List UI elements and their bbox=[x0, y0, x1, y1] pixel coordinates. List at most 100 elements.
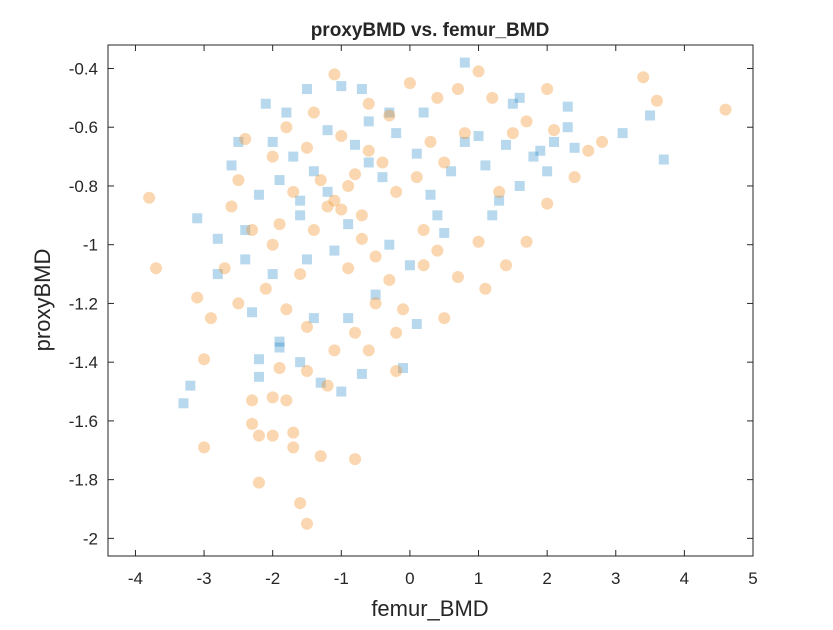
circle-point bbox=[390, 364, 403, 377]
circle-point bbox=[300, 517, 313, 530]
circle-point bbox=[314, 450, 327, 463]
circle-point bbox=[349, 168, 362, 181]
circle-point bbox=[637, 71, 650, 84]
circle-point bbox=[266, 150, 279, 163]
circle-point bbox=[321, 379, 334, 392]
square-point bbox=[281, 107, 292, 118]
x-tick-label: 0 bbox=[405, 569, 414, 588]
y-ticks: -2 -1.8 -1.6 -1.4 -1.2 -1 -0.8 -0.6 -0.4 bbox=[69, 59, 753, 548]
circle-point bbox=[307, 106, 320, 119]
circle-point bbox=[204, 312, 217, 325]
square-point bbox=[253, 189, 264, 200]
square-point bbox=[473, 131, 484, 142]
square-point bbox=[240, 225, 251, 236]
square-point bbox=[658, 154, 669, 165]
square-point bbox=[569, 142, 580, 153]
circle-point bbox=[266, 429, 279, 442]
markers-layer bbox=[143, 57, 732, 530]
square-point bbox=[267, 136, 278, 147]
circle-point bbox=[198, 353, 211, 366]
square-point bbox=[487, 210, 498, 221]
square-point bbox=[514, 92, 525, 103]
y-axis-label: proxyBMD bbox=[30, 249, 55, 352]
circle-point bbox=[252, 476, 265, 489]
circle-point bbox=[294, 497, 307, 510]
square-point bbox=[404, 260, 415, 271]
x-tick-label: -4 bbox=[128, 569, 143, 588]
circle-point bbox=[300, 320, 313, 333]
circle-point bbox=[280, 394, 293, 407]
square-point bbox=[446, 166, 457, 177]
circle-point bbox=[280, 121, 293, 134]
chart-title: proxyBMD vs. femur_BMD bbox=[311, 20, 550, 41]
square-point bbox=[315, 377, 326, 388]
circle-point bbox=[252, 429, 265, 442]
square-point bbox=[398, 363, 409, 374]
circle-point bbox=[376, 156, 389, 169]
square-point bbox=[549, 136, 560, 147]
square-point bbox=[514, 180, 525, 191]
square-point bbox=[356, 84, 367, 95]
square-point bbox=[226, 160, 237, 171]
square-point bbox=[480, 160, 491, 171]
square-point bbox=[535, 145, 546, 156]
circle-point bbox=[458, 127, 471, 140]
square-point bbox=[384, 239, 395, 250]
circle-point bbox=[362, 144, 375, 157]
square-point bbox=[562, 101, 573, 112]
square-point bbox=[192, 213, 203, 224]
y-tick-label: -1.4 bbox=[69, 353, 98, 372]
square-point bbox=[377, 172, 388, 183]
circle-point bbox=[218, 262, 231, 275]
circle-point bbox=[328, 194, 341, 207]
circle-point bbox=[225, 200, 238, 213]
x-tick-label: 3 bbox=[611, 569, 620, 588]
circle-point bbox=[362, 97, 375, 110]
plot-area bbox=[108, 45, 753, 556]
square-point bbox=[350, 139, 361, 150]
square-point bbox=[308, 166, 319, 177]
circle-point bbox=[314, 174, 327, 187]
circle-point bbox=[520, 235, 533, 248]
x-ticks: -4 -3 -2 -1 0 1 2 3 4 5 bbox=[128, 45, 758, 588]
circle-point bbox=[451, 83, 464, 96]
plot-frame bbox=[107, 44, 754, 557]
square-point bbox=[363, 116, 374, 127]
y-tick-label: -0.6 bbox=[69, 118, 98, 137]
square-point bbox=[253, 354, 264, 365]
square-point bbox=[343, 313, 354, 324]
circle-point bbox=[246, 224, 259, 237]
square-point bbox=[295, 195, 306, 206]
circle-point bbox=[541, 197, 554, 210]
y-tick-label: -1.2 bbox=[69, 294, 98, 313]
square-point bbox=[274, 336, 285, 347]
circle-point bbox=[266, 391, 279, 404]
square-point bbox=[542, 166, 553, 177]
circle-point bbox=[520, 115, 533, 128]
square-point bbox=[617, 128, 628, 139]
circle-point bbox=[294, 268, 307, 281]
square-point bbox=[301, 84, 312, 95]
circle-point bbox=[246, 394, 259, 407]
circle-point bbox=[300, 364, 313, 377]
y-tick-label: -2 bbox=[83, 529, 98, 548]
circle-point bbox=[328, 68, 341, 81]
square-point bbox=[253, 371, 264, 382]
x-tick-label: 5 bbox=[748, 569, 757, 588]
circle-point bbox=[273, 362, 286, 375]
circle-point bbox=[349, 453, 362, 466]
circle-point bbox=[438, 312, 451, 325]
square-point bbox=[233, 136, 244, 147]
x-tick-label: -1 bbox=[334, 569, 349, 588]
circle-point bbox=[479, 282, 492, 295]
y-tick-label: -0.4 bbox=[69, 59, 98, 78]
circle-point bbox=[355, 209, 368, 222]
circle-point bbox=[548, 124, 561, 137]
y-tick-label: -0.8 bbox=[69, 177, 98, 196]
circle-point bbox=[431, 244, 444, 257]
square-point bbox=[322, 186, 333, 197]
circle-point bbox=[191, 291, 204, 304]
square-point bbox=[363, 157, 374, 168]
